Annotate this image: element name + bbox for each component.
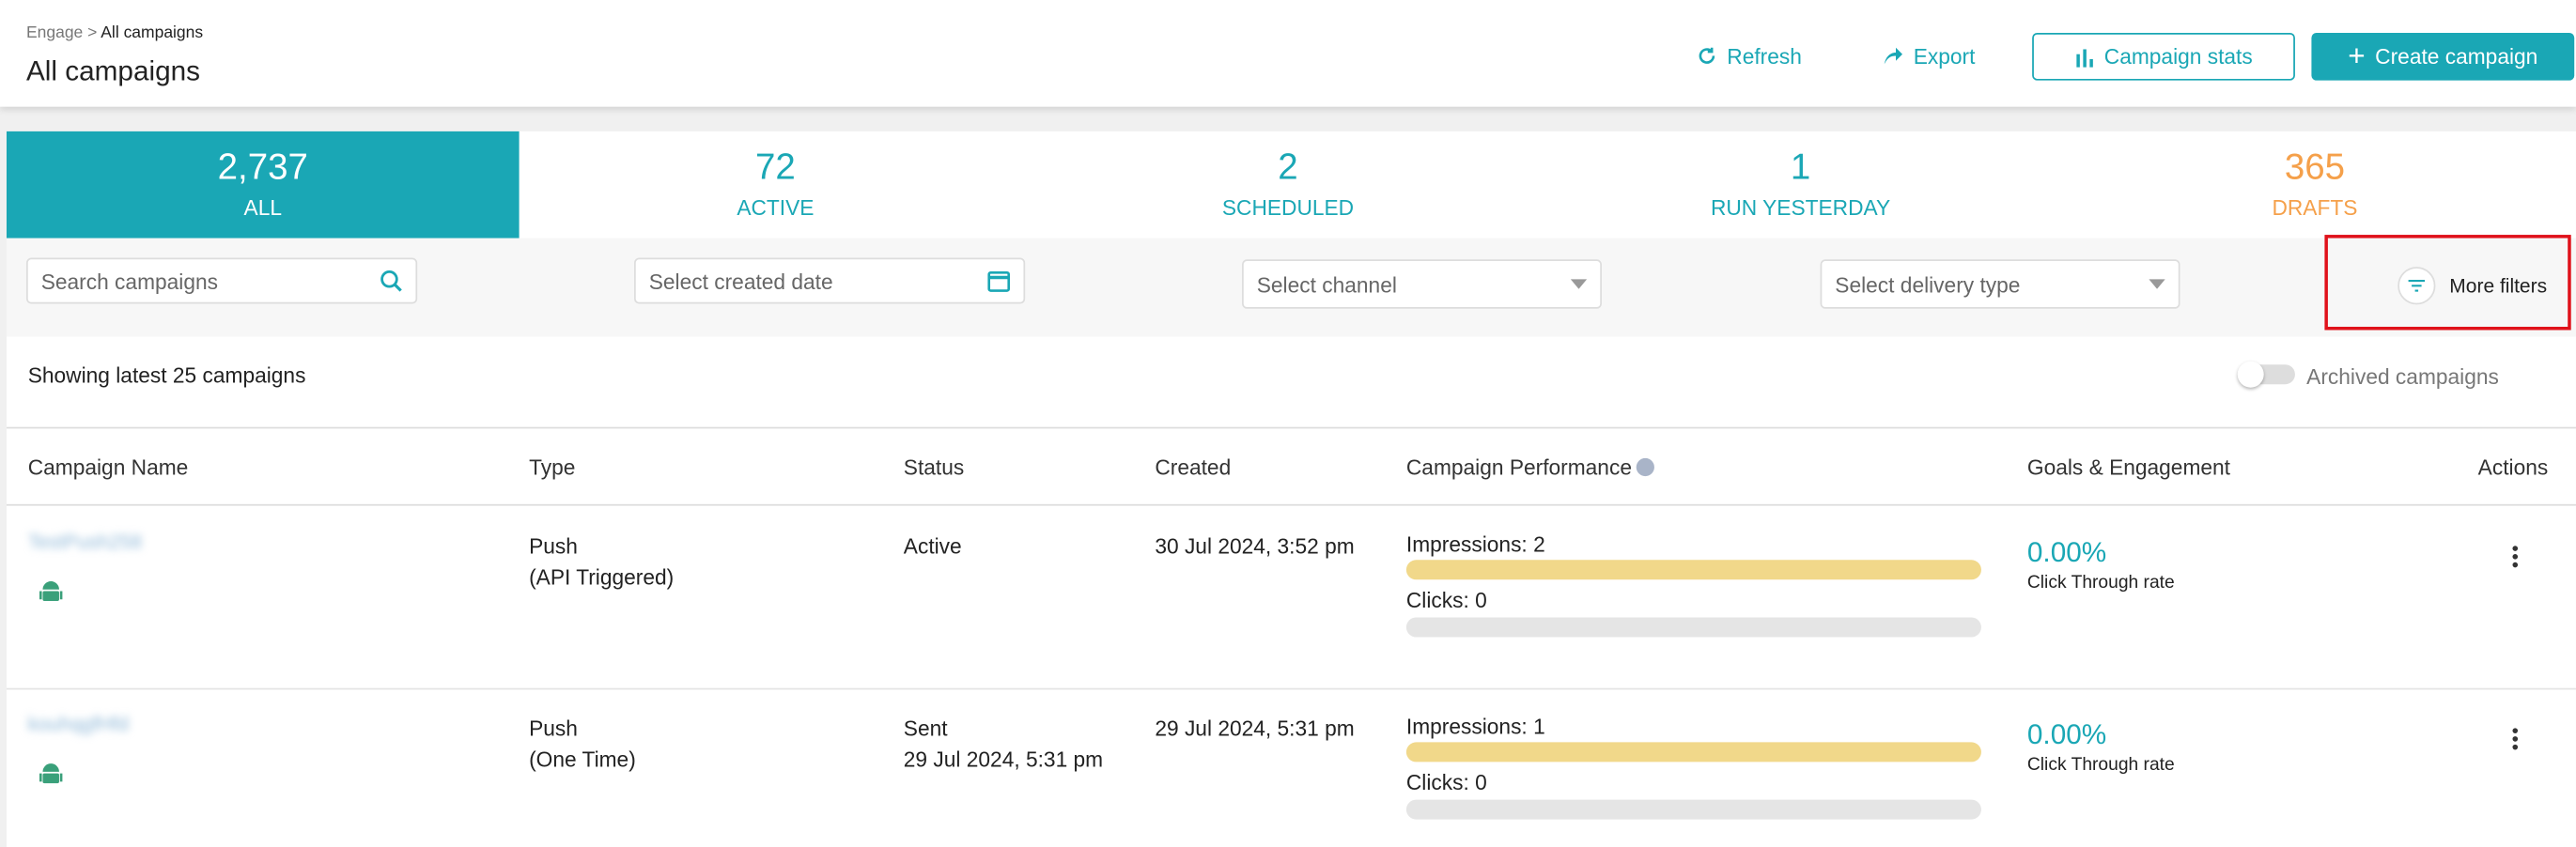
ctr: 0.00%	[2026, 718, 2107, 751]
row-divider	[6, 687, 2576, 690]
tab-label[interactable]: ACTIVE	[737, 195, 815, 221]
toggle-label: Archived campaigns	[2306, 364, 2499, 390]
crumb-sep: >	[87, 24, 98, 43]
column-header: Campaign Name	[27, 454, 189, 480]
column-header: Goals & Engagement	[2026, 454, 2230, 480]
type: (API Triggered)	[529, 564, 675, 590]
type: Push	[529, 716, 578, 741]
placeholder: Select delivery type	[1835, 271, 2021, 297]
tab-active-bg[interactable]	[6, 131, 520, 239]
android-icon	[39, 762, 63, 794]
clicks: Clicks: 0	[1405, 770, 1487, 795]
icon	[2398, 267, 2436, 305]
icon	[39, 763, 63, 784]
create-campaign-button[interactable]: + Create campaign	[2311, 32, 2575, 81]
label: Create campaign	[2375, 44, 2538, 69]
summary: Showing latest 25 campaigns	[27, 362, 306, 388]
tab-count[interactable]: 365	[2284, 146, 2346, 188]
created: 30 Jul 2024, 3:52 pm	[1155, 533, 1355, 559]
label: More filters	[2449, 274, 2548, 298]
status: 29 Jul 2024, 5:31 pm	[903, 747, 1104, 772]
label: Refresh	[1727, 43, 1802, 69]
channel-select[interactable]: Select channel	[1242, 259, 1602, 309]
column-header: Status	[903, 454, 965, 480]
column-header: Actions	[2477, 454, 2549, 480]
divider	[6, 426, 2576, 429]
tab-label[interactable]: SCHEDULED	[1221, 195, 1355, 221]
clicks: Clicks: 0	[1405, 588, 1487, 613]
impressions: Impressions: 2	[1405, 531, 1545, 557]
toggle-knob	[2237, 361, 2264, 388]
toggle[interactable]	[2237, 361, 2295, 388]
tab-count[interactable]: 1	[1790, 146, 1811, 188]
icon	[39, 581, 63, 602]
ctr: 0.00%	[2026, 536, 2107, 569]
page-title: All campaigns	[25, 55, 201, 87]
icon	[2512, 546, 2519, 568]
icon	[380, 270, 402, 292]
tab-count[interactable]: 2	[1278, 146, 1298, 188]
caret	[2149, 279, 2165, 289]
impressions-bar	[1405, 742, 1981, 762]
delivery-select[interactable]: Select delivery type	[1820, 259, 2180, 309]
type: (One Time)	[529, 747, 636, 772]
info-icon	[1636, 457, 1654, 477]
date-input[interactable]: Select created date	[633, 257, 1026, 304]
clicks-bar	[1405, 617, 1981, 638]
tab-label[interactable]: RUN YESTERDAY	[1710, 195, 1891, 221]
campaign-stats-button[interactable]: Campaign stats	[2032, 32, 2295, 81]
icon	[2076, 48, 2093, 67]
icon	[1884, 47, 1902, 65]
icon	[2512, 728, 2519, 750]
android-icon	[39, 579, 63, 612]
icon	[1699, 47, 1715, 64]
header	[0, 0, 2576, 107]
breadcrumb: Engage > All campaigns	[26, 24, 203, 42]
kebab-menu[interactable]	[2507, 728, 2523, 759]
more-filters-button[interactable]: More filters	[2397, 266, 2547, 305]
type: Push	[529, 533, 578, 559]
status: Sent	[903, 716, 948, 741]
divider	[6, 503, 2576, 506]
export-button[interactable]: Export	[1876, 33, 1981, 79]
label: Export	[1913, 43, 1976, 69]
column-header: Created	[1155, 454, 1232, 480]
placeholder: Select created date	[648, 268, 833, 294]
campaign-name[interactable]: kouhqgfHfd	[27, 712, 130, 736]
placeholder: Search campaigns	[40, 268, 219, 294]
impressions: Impressions: 1	[1405, 714, 1545, 739]
plus-icon: +	[2348, 38, 2366, 72]
crumb[interactable]: Engage	[25, 24, 84, 43]
search-input[interactable]: Search campaigns	[25, 257, 418, 304]
campaign-name[interactable]: TestPush258	[27, 530, 143, 554]
tab-count[interactable]: 2,737	[217, 146, 308, 188]
created: 29 Jul 2024, 5:31 pm	[1155, 716, 1355, 741]
impressions-bar	[1405, 560, 1981, 580]
tab-count[interactable]: 72	[754, 146, 796, 188]
ctr-label: Click Through rate	[2026, 573, 2175, 593]
clicks-bar	[1405, 799, 1981, 820]
status: Active	[903, 533, 962, 559]
highlight-box	[2324, 235, 2571, 331]
column-header: Type	[529, 454, 576, 480]
kebab-menu[interactable]	[2507, 546, 2523, 577]
tab-label[interactable]: DRAFTS	[2272, 195, 2358, 221]
placeholder: Select channel	[1256, 271, 1397, 297]
label: Campaign stats	[2103, 44, 2253, 69]
column-header: Campaign Performance	[1405, 454, 1632, 480]
ctr-label: Click Through rate	[2026, 755, 2175, 776]
caret	[1570, 279, 1588, 289]
crumb: All campaigns	[101, 24, 204, 43]
tab-label[interactable]: ALL	[243, 195, 283, 221]
icon	[987, 270, 1011, 292]
refresh-button[interactable]: Refresh	[1692, 33, 1807, 79]
